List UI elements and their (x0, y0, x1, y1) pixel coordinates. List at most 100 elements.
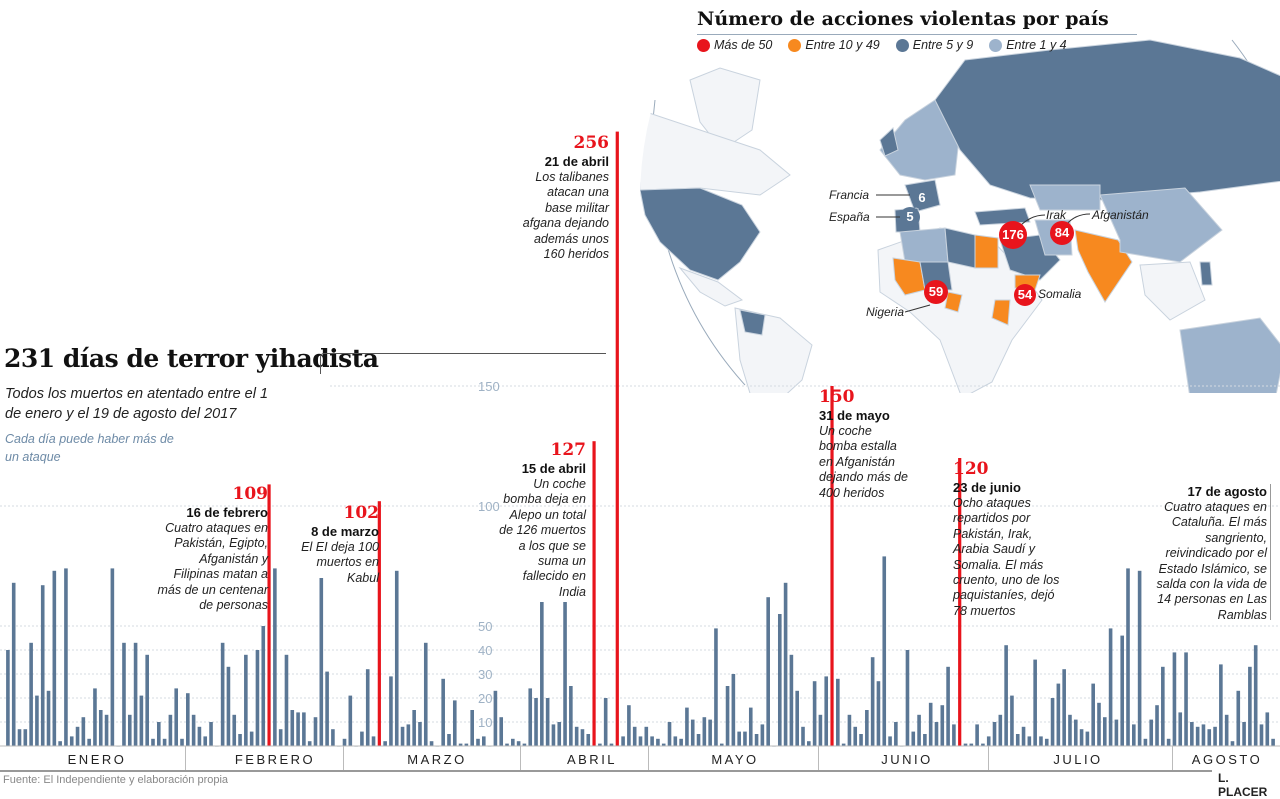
bar (511, 738, 515, 746)
bar (1195, 726, 1200, 746)
bar (627, 705, 631, 746)
bar (1184, 652, 1188, 746)
bar (127, 714, 132, 746)
spain-marker (900, 207, 920, 227)
bar (156, 722, 161, 746)
bar (911, 731, 916, 746)
bar (946, 666, 950, 746)
bar (1219, 664, 1223, 746)
chart-note: Cada día puede haber más de un ataque (5, 432, 174, 464)
bar (708, 719, 712, 746)
annotation-21-abril: 256 21 de abril Los talibanes atacan una… (522, 133, 609, 262)
bar (1044, 738, 1049, 746)
bar (104, 714, 109, 746)
bar (365, 669, 370, 746)
annotation-16-febrero: 109 16 de febrero Cuatro ataques en Paki… (157, 484, 269, 613)
bar (412, 710, 416, 746)
bar (737, 731, 741, 746)
bar (180, 738, 184, 746)
bar (1039, 736, 1043, 746)
bar (1224, 714, 1229, 746)
bar (975, 724, 979, 746)
month-divider (1172, 746, 1173, 772)
highlight-bar (958, 458, 962, 746)
bar (307, 741, 312, 746)
country-label-afghanistan: Afganistán (1092, 208, 1149, 222)
bar (841, 743, 846, 746)
bar (46, 690, 51, 746)
pakistan-india (1074, 229, 1133, 303)
annotation-8-marzo: 102 8 de marzo El EI deja 100 muertos en… (301, 503, 379, 585)
bar (963, 743, 968, 746)
red-dot-icon (697, 38, 710, 52)
bar (696, 734, 701, 746)
bar (470, 710, 474, 746)
turkey (974, 207, 1031, 226)
bar (1201, 724, 1206, 746)
bar (1056, 683, 1061, 746)
philippines (1199, 261, 1213, 286)
bar (801, 726, 805, 746)
bar (795, 690, 800, 746)
usa (639, 187, 761, 281)
bar (1253, 645, 1258, 746)
y-tick-label: 50 (478, 619, 492, 634)
bar (290, 710, 295, 746)
y-tick-label: 150 (478, 379, 500, 394)
bar (458, 743, 463, 746)
bar (11, 582, 16, 746)
mexico (678, 266, 744, 307)
bar (888, 736, 892, 746)
bar (1166, 738, 1171, 746)
legend-item: Entre 1 y 4 (989, 38, 1067, 52)
bar (789, 654, 794, 746)
bar (1155, 705, 1159, 746)
bar (1190, 722, 1194, 746)
bar (273, 568, 277, 746)
bar (423, 642, 428, 746)
country-label-iraq: Irak (1046, 208, 1067, 222)
china (1099, 187, 1223, 263)
month-label: AGOSTO (1191, 752, 1263, 767)
y-tick-label: 30 (478, 667, 492, 682)
y-tick-label: 40 (478, 643, 492, 658)
y-tick-label: 10 (478, 715, 492, 730)
bar (64, 568, 68, 746)
title-rule (320, 353, 606, 374)
bar (1108, 628, 1113, 746)
bar (447, 734, 451, 746)
bar (609, 743, 614, 746)
bar (75, 726, 80, 746)
bar (923, 734, 927, 746)
bar (731, 674, 736, 746)
bar (400, 726, 405, 746)
bar (249, 731, 254, 746)
bar (52, 570, 57, 746)
month-label: ABRIL (566, 752, 618, 767)
count-iraq: 176 (1002, 227, 1024, 242)
europe (879, 99, 961, 181)
russia (934, 39, 1280, 201)
bar (69, 736, 74, 746)
legend-item: Más de 50 (697, 38, 772, 52)
bar (302, 712, 306, 746)
bar (1242, 722, 1246, 746)
bar (650, 736, 654, 746)
author-credit: L. PLACER (1218, 771, 1268, 799)
bar (1259, 724, 1264, 746)
count-nigeria: 59 (928, 284, 944, 299)
bar (394, 570, 399, 746)
bar (1004, 645, 1008, 746)
bar (1097, 702, 1101, 746)
count-afghanistan: 84 (1054, 225, 1070, 240)
bar (714, 628, 718, 746)
bar (1085, 731, 1090, 746)
map-legend: Más de 50 Entre 10 y 49 Entre 5 y 9 Entr… (697, 38, 1067, 52)
country-label-nigeria: Nigeria (866, 305, 905, 319)
bar (35, 695, 39, 746)
bar (232, 714, 237, 746)
bar (1149, 719, 1154, 746)
bar (870, 657, 875, 746)
bar (58, 741, 62, 746)
nigeria-marker (924, 280, 948, 304)
